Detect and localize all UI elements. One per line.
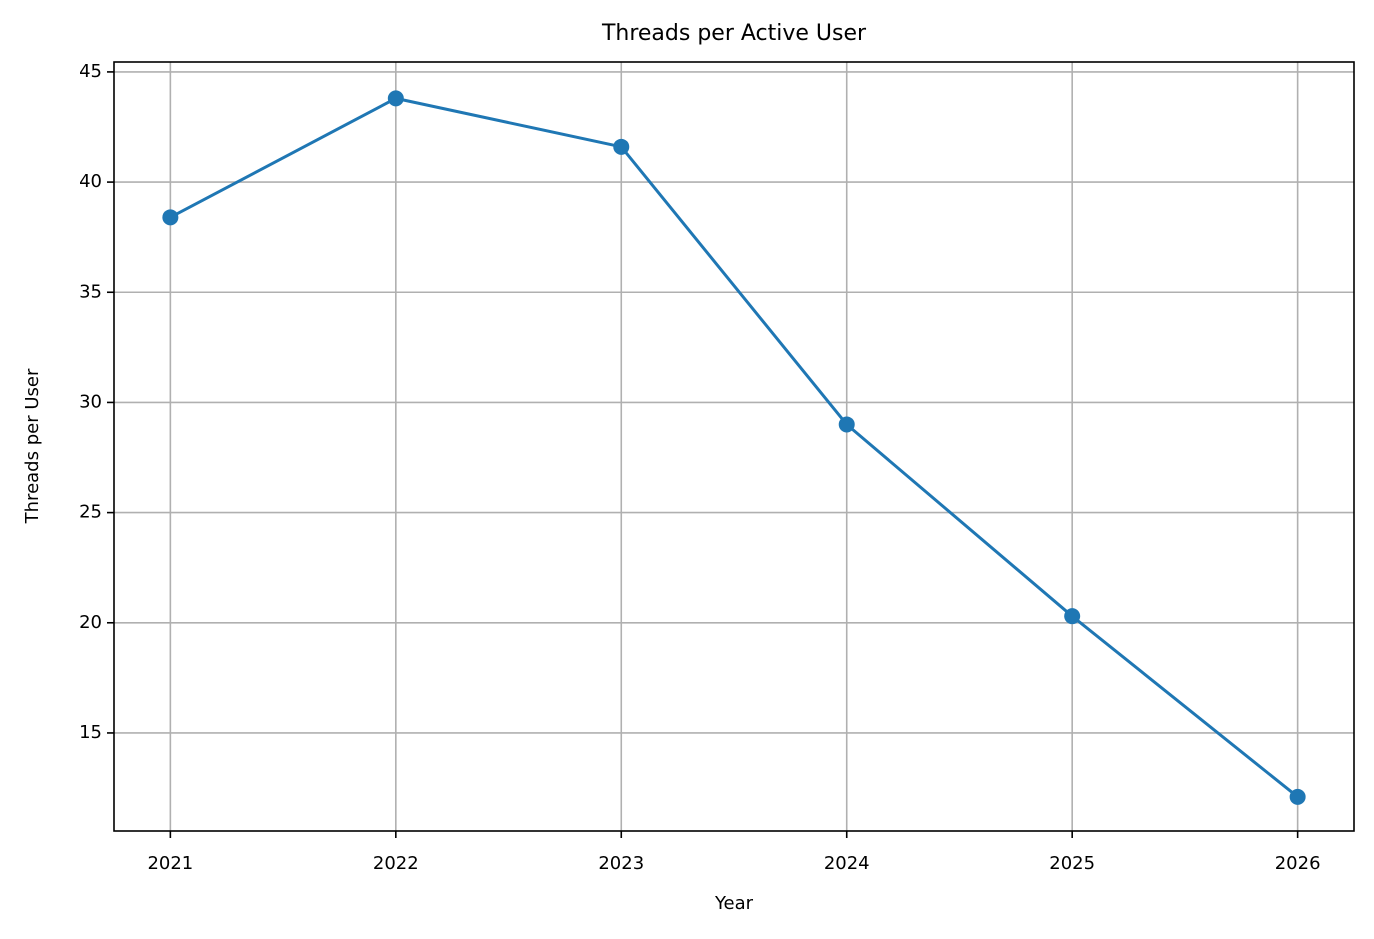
x-axis-label: Year	[714, 893, 754, 914]
x-tick-label: 2022	[373, 853, 419, 874]
chart-title: Threads per Active User	[601, 21, 867, 46]
plot-frame	[113, 61, 1355, 832]
series-line	[169, 96, 1299, 799]
y-tick-label: 40	[79, 171, 102, 192]
y-tick-label: 20	[79, 612, 102, 633]
x-tick-label: 2025	[1049, 853, 1095, 874]
x-tick-label: 2024	[824, 853, 870, 874]
x-tick-label: 2023	[598, 853, 644, 874]
y-tick-label: 30	[79, 391, 102, 412]
data-point	[162, 209, 179, 226]
data-point	[1289, 788, 1306, 805]
y-tick-label: 45	[79, 61, 102, 82]
data-point	[838, 416, 855, 433]
y-axis-label: Threads per User	[22, 368, 43, 524]
x-tick-label: 2021	[147, 853, 193, 874]
y-tick-label: 35	[79, 281, 102, 302]
data-point	[1064, 608, 1081, 625]
y-tick-label: 25	[79, 502, 102, 523]
data-point	[387, 90, 404, 107]
x-tick-label: 2026	[1275, 853, 1321, 874]
y-tick-label: 15	[79, 722, 102, 743]
data-point	[613, 138, 630, 155]
